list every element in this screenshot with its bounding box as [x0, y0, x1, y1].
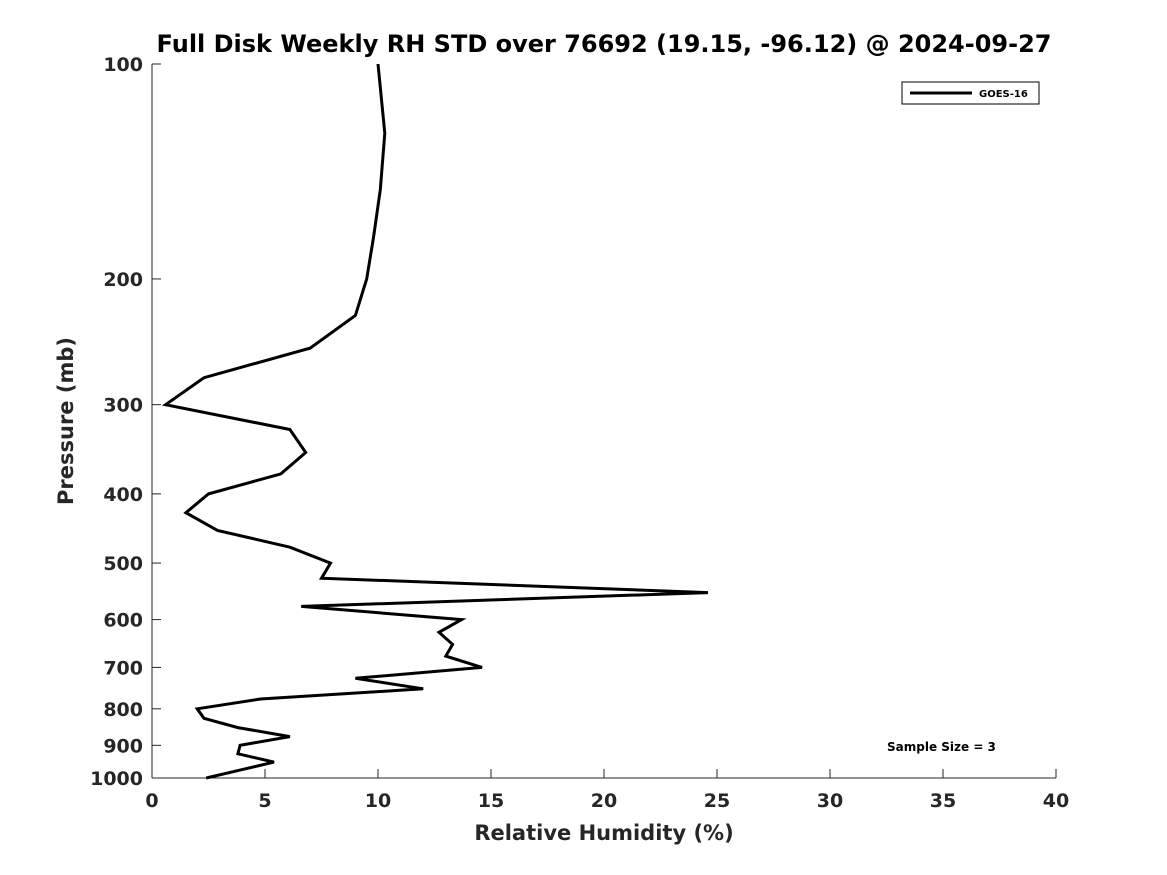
y-tick-label: 1000 — [90, 768, 143, 790]
chart-title: Full Disk Weekly RH STD over 76692 (19.1… — [157, 30, 1052, 58]
x-axis-label: Relative Humidity (%) — [474, 821, 733, 845]
x-tick-label: 10 — [365, 790, 391, 812]
y-tick-label: 700 — [103, 657, 143, 679]
sample-size-annotation: Sample Size = 3 — [887, 740, 996, 754]
y-tick-label: 100 — [103, 54, 143, 76]
x-tick-label: 35 — [930, 790, 956, 812]
y-tick-label: 600 — [103, 610, 143, 632]
x-tick-label: 0 — [145, 790, 158, 812]
y-tick-label: 300 — [103, 395, 143, 417]
x-tick-label: 30 — [817, 790, 843, 812]
x-tick-label: 25 — [704, 790, 730, 812]
y-tick-label: 900 — [103, 735, 143, 757]
y-tick-label: 500 — [103, 553, 143, 575]
x-tick-label: 20 — [591, 790, 617, 812]
y-axis-label: Pressure (mb) — [54, 337, 78, 505]
x-tick-label: 40 — [1043, 790, 1069, 812]
y-tick-label: 800 — [103, 699, 143, 721]
y-tick-label: 200 — [103, 269, 143, 291]
y-tick-label: 400 — [103, 484, 143, 506]
x-tick-label: 15 — [478, 790, 504, 812]
legend: GOES-16 — [901, 81, 1040, 105]
x-tick-label: 5 — [258, 790, 271, 812]
plot-area: 0 5 10 15 20 25 30 35 40 100 200 300 400 500 600 700 800… — [90, 54, 1069, 812]
legend-label-goes-16: GOES-16 — [979, 89, 1028, 100]
series-line-goes-16 — [161, 63, 709, 780]
